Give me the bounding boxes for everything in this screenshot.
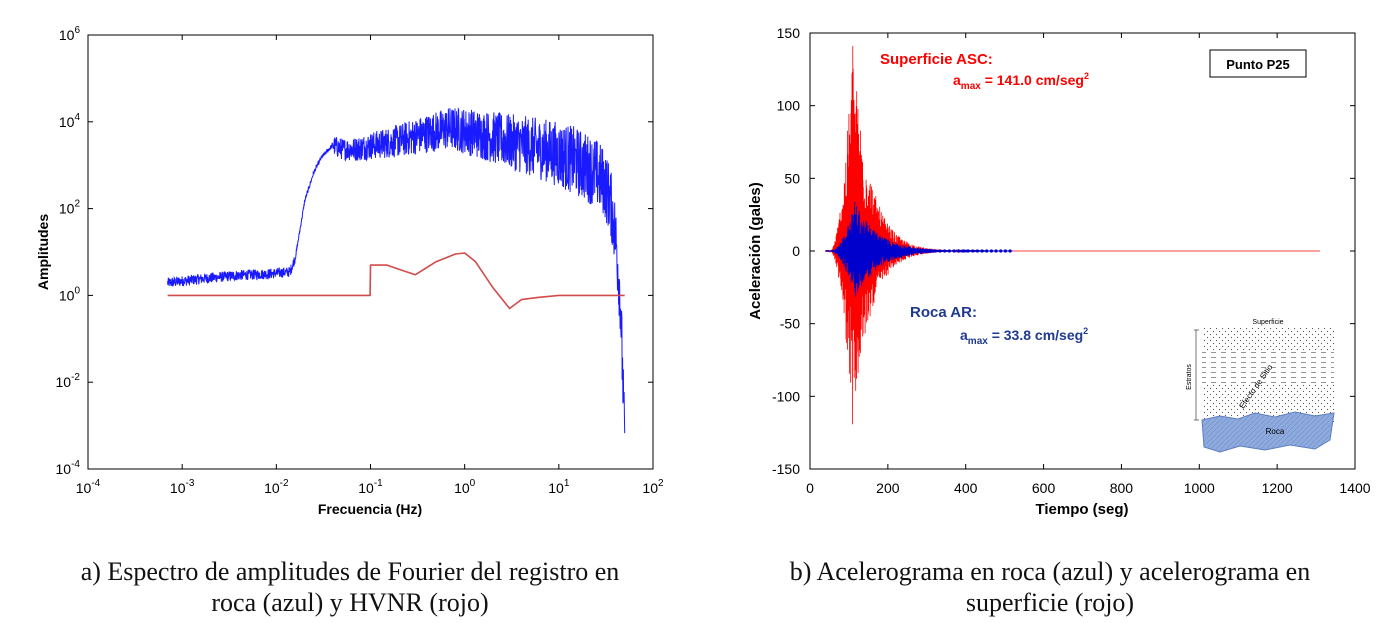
surface-label: Superficie ASC: [880,51,993,68]
blue-spectrum-line [167,107,626,434]
caption-right-line-2: superficie (rojo) [965,588,1135,617]
rock-amax-exp: 2 [1083,326,1088,336]
left-y-tick-label: 100 [59,285,81,303]
point-box-label: Punto P25 [1226,57,1290,72]
rock-trail-dot [952,249,956,253]
left-y-tick-label: 106 [59,25,81,43]
right-x-tick-label: 800 [1110,480,1134,496]
left-y-tick-label: 102 [59,199,81,217]
right-tick-group: 0 200 400 600 800 1000 1200 1400 150 100 50 0 -50 -10… [772,25,1371,496]
right-y-tick-label: 150 [777,25,801,41]
rock-amax-value: = 33.8 cm/seg [988,327,1083,343]
rock-trail-dot [989,249,994,253]
inset-middle-layer [1202,352,1334,384]
left-x-tick-label: 101 [548,478,570,496]
rock-trail-dot [961,249,965,253]
rock-trail-dot [933,249,937,253]
rock-trail-dot [943,249,947,253]
surface-amax: amax = 141.0 cm/seg2 [953,71,1089,92]
rock-trail-dot [905,249,909,253]
left-x-axis-label: Frecuencia (Hz) [318,501,422,517]
left-x-tick-label: 100 [454,478,476,496]
left-x-tick-label: 10-3 [170,478,195,496]
surface-amax-value: = 141.0 cm/seg [981,72,1084,88]
left-x-tick-label: 10-1 [358,478,383,496]
right-x-tick-label: 0 [806,480,814,496]
rock-trail-dot [929,249,933,253]
inset-top-layer [1202,328,1334,352]
fourier-spectrum-chart: 10-4 10-3 10-2 10-1 100 101 102 10-4 10-2 100 102 1… [35,25,664,517]
right-y-tick-label: -100 [772,388,800,404]
rock-trail-dot [985,249,989,253]
site-effect-inset: Superficie Estratos Efecto de Sitio Roca [1186,319,1338,453]
inset-side-label: Estratos [1186,364,1193,390]
right-y-tick-label: -50 [780,316,800,332]
right-y-tick-label: -150 [772,461,800,477]
right-x-axis-label: Tiempo (seg) [1035,501,1128,518]
surface-amax-sub: max [961,81,981,92]
right-x-tick-label: 1400 [1339,480,1370,496]
rock-trail-dot [915,249,919,253]
rock-amax-sub: max [968,336,988,347]
rock-trail-dot [924,249,928,253]
right-x-tick-label: 1000 [1184,480,1215,496]
right-x-tick-label: 200 [876,480,900,496]
rock-trail-dot [980,249,984,253]
rock-trail-dot [947,249,951,253]
left-y-tick-label: 10-2 [56,372,81,390]
plot-area [87,34,654,470]
rock-trail-dot [971,249,975,253]
right-x-tick-label: 400 [954,480,978,496]
rock-trail-dot [1003,249,1008,253]
left-x-tick-label: 10-4 [76,478,101,496]
accelerogram-chart: 0 200 400 600 800 1000 1200 1400 150 100 50 0 -50 -10… [747,25,1371,518]
right-x-tick-label: 1200 [1262,480,1293,496]
right-y-tick-label: 0 [792,243,800,259]
left-x-tick-label: 102 [642,478,664,496]
caption-right-line-1: b) Acelerograma en roca (azul) y acelero… [789,557,1311,586]
rock-trail-dot [994,249,998,253]
left-tick-group: 10-4 10-3 10-2 10-1 100 101 102 10-4 10-2 100 102 1… [56,25,664,496]
right-y-tick-label: 100 [777,98,801,114]
left-y-tick-label: 104 [59,112,81,130]
left-x-tick-label: 10-2 [264,478,289,496]
inset-rock-hatch [1202,412,1334,452]
rock-trail-dot [910,249,914,253]
rock-amax: amax = 33.8 cm/seg2 [960,326,1088,347]
right-series-group [825,46,1320,425]
rock-trail-dot [919,249,923,253]
red-hvnr-line [167,252,625,310]
left-series-group [167,107,626,434]
caption-left: a) Espectro de amplitudes de Fourier del… [20,556,680,618]
rock-amax-a: a [960,327,968,343]
point-box [1209,49,1307,78]
surface-amax-a: a [953,72,961,88]
rock-trail-dot [975,249,979,253]
caption-left-line-2: roca (azul) y HVNR (rojo) [211,588,489,617]
surface-amax-exp: 2 [1084,71,1089,81]
rock-trail-dot [957,249,961,253]
rock-trail-dot [938,249,942,253]
rock-trail-dot [999,249,1003,253]
rock-label: Roca AR: [910,304,977,321]
caption-left-line-1: a) Espectro de amplitudes de Fourier del… [80,557,620,586]
right-y-tick-label: 50 [784,170,800,186]
right-x-tick-label: 600 [1032,480,1056,496]
rock-trail-dot [966,249,970,253]
rock-trail-dot [1008,249,1012,253]
left-y-axis-label: Amplitudes [35,214,51,290]
left-y-tick-label: 10-4 [56,459,81,477]
caption-right: b) Acelerograma en roca (azul) y acelero… [720,556,1379,618]
inset-top-label: Superficie [1252,319,1283,326]
right-y-axis-label: Aceleración (gales) [747,182,764,320]
inset-rock-label: Roca [1266,427,1285,436]
